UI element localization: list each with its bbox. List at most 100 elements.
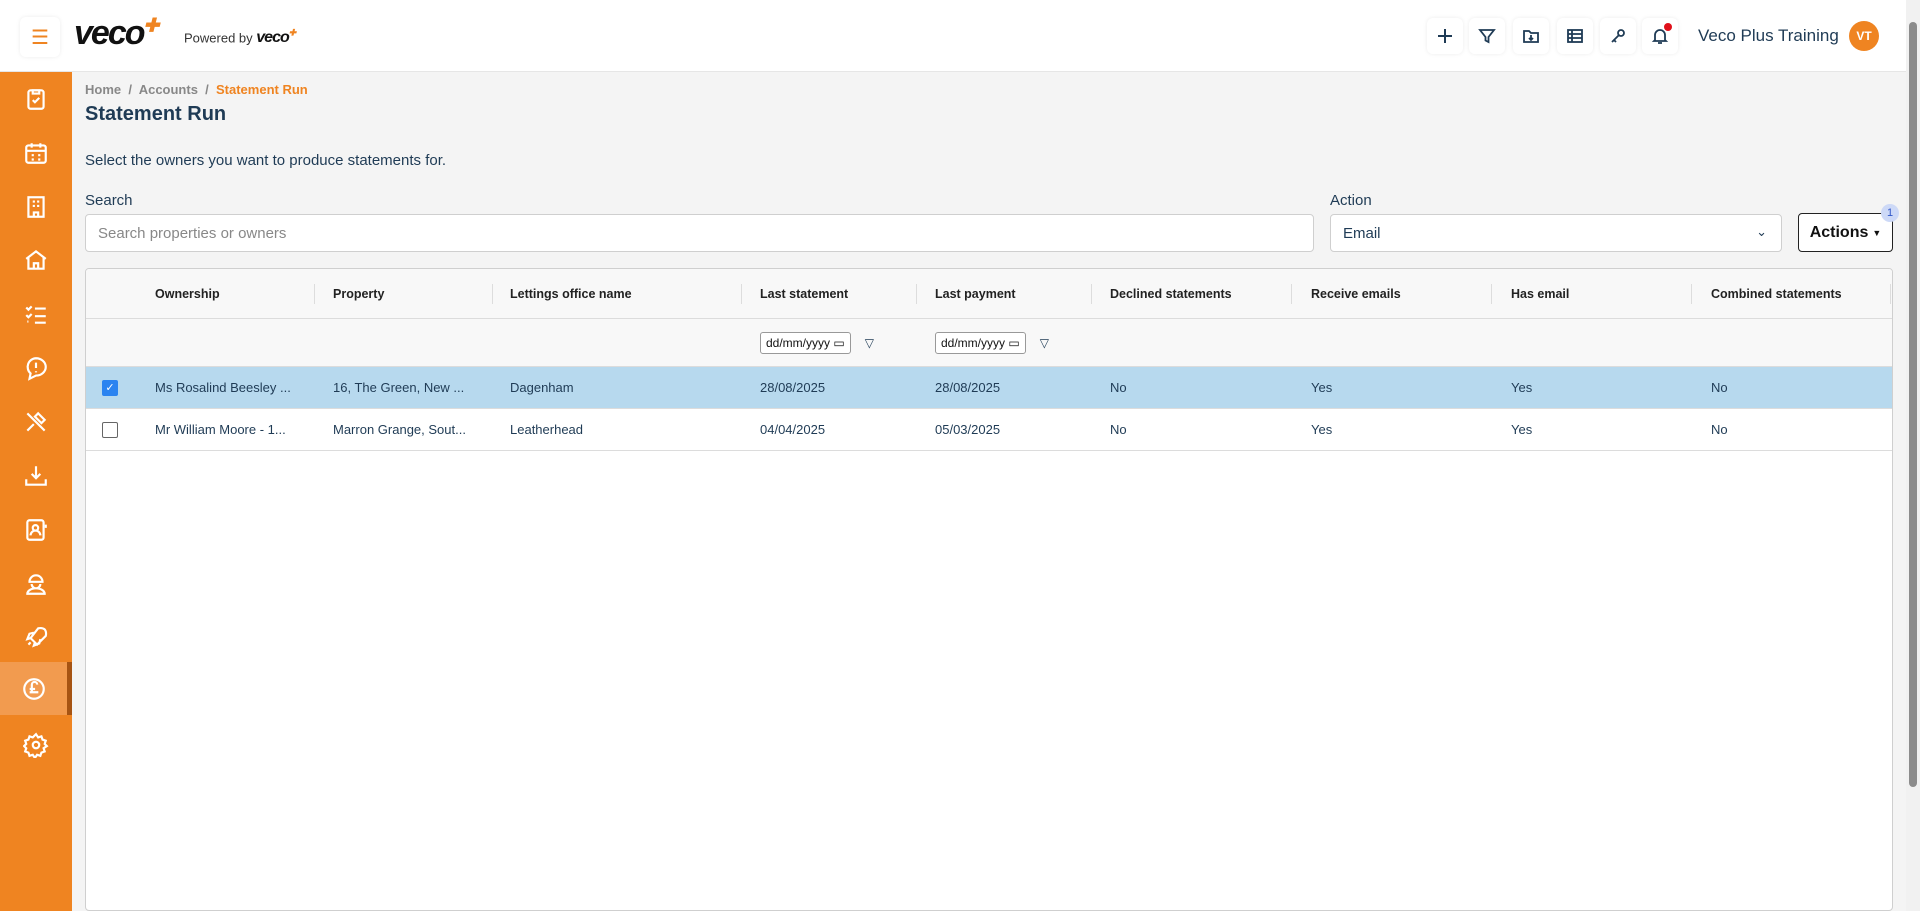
cell-lettings-office: Dagenham (510, 380, 574, 395)
row-checkbox-cell: ✓ (102, 367, 118, 408)
cell-receive-emails: Yes (1311, 380, 1333, 395)
col-property[interactable]: Property (333, 286, 385, 301)
page-scrollbar[interactable] (1906, 0, 1920, 911)
powered-by-label: Powered by (184, 30, 253, 46)
checklist-icon (25, 305, 46, 324)
top-header: ☰ veco✚ Powered by veco✚ Veco Plus Train… (0, 0, 1906, 72)
search-input[interactable]: Search properties or owners (85, 214, 1314, 252)
search-label: Search (85, 192, 133, 209)
calendar-icon: ▭ (833, 335, 845, 350)
cell-lettings-office: Leatherhead (510, 422, 584, 437)
cell-last-statement: 28/08/2025 (760, 380, 826, 395)
sidebar-item-maintenance[interactable] (0, 395, 72, 448)
filter-button[interactable] (1469, 18, 1505, 54)
date-placeholder: dd/mm/yyyy (766, 335, 831, 350)
add-button[interactable] (1427, 18, 1463, 54)
menu-toggle-button[interactable]: ☰ (20, 17, 60, 57)
key-button[interactable] (1600, 18, 1636, 54)
col-declined[interactable]: Declined statements (1110, 286, 1232, 301)
cell-has-email: Yes (1511, 380, 1533, 395)
rocket-icon (25, 626, 48, 648)
table-row[interactable]: Mr William Moore - 1... Marron Grange, So… (86, 409, 1892, 451)
col-lettings-office[interactable]: Lettings office name (510, 286, 632, 301)
col-combined[interactable]: Combined statements (1711, 286, 1842, 301)
filter-icon (1478, 29, 1496, 44)
cell-combined: No (1711, 380, 1728, 395)
row-checkbox[interactable]: ✓ (102, 379, 118, 396)
folder-download-icon (1523, 30, 1539, 43)
page-title: Statement Run (85, 103, 227, 125)
sidebar-item-properties[interactable] (0, 180, 72, 233)
actions-button[interactable]: Actions ▼ (1798, 213, 1893, 252)
download-icon (25, 465, 47, 486)
owners-table: Ownership Property Lettings office name … (85, 268, 1893, 911)
user-name[interactable]: Veco Plus Training (1698, 26, 1839, 45)
calendar-icon (25, 142, 47, 164)
cell-declined: No (1110, 422, 1127, 437)
contacts-icon (26, 518, 47, 541)
notifications-button[interactable] (1642, 18, 1678, 54)
col-receive-emails[interactable]: Receive emails (1311, 286, 1401, 301)
scrollbar-thumb[interactable] (1909, 22, 1917, 787)
filter-icon[interactable]: ▽ (864, 335, 874, 350)
filter-row: dd/mm/yyyy ▭ ▽ dd/mm/yyyy ▭ ▽ (86, 319, 1892, 367)
caret-down-icon: ▼ (1872, 227, 1882, 238)
veco-logo[interactable]: veco✚ (74, 14, 159, 52)
sidebar-item-messages[interactable] (0, 341, 72, 394)
date-placeholder: dd/mm/yyyy (941, 335, 1006, 350)
cell-ownership: Mr William Moore - 1... (155, 422, 286, 437)
cell-last-payment: 05/03/2025 (935, 422, 1001, 437)
last-statement-date-filter[interactable]: dd/mm/yyyy ▭ (760, 331, 851, 354)
sidebar-item-contacts[interactable] (0, 503, 72, 556)
sidebar-item-checklist[interactable] (0, 287, 72, 340)
key-icon (1611, 29, 1625, 43)
logo-text: veco (74, 14, 145, 52)
cell-combined: No (1711, 422, 1728, 437)
action-label: Action (1330, 192, 1372, 209)
building-icon (27, 195, 45, 218)
import-button[interactable] (1513, 18, 1549, 54)
sidebar-item-accounts[interactable] (0, 662, 72, 715)
table-button[interactable] (1557, 18, 1593, 54)
powered-by: Powered by veco✚ (184, 28, 296, 47)
breadcrumb: Home / Accounts / Statement Run (85, 82, 308, 97)
cell-property: 16, The Green, New ... (333, 380, 465, 395)
row-checkbox[interactable] (102, 421, 118, 438)
tools-icon (26, 411, 47, 431)
cell-receive-emails: Yes (1311, 422, 1333, 437)
cell-ownership: Ms Rosalind Beesley ... (155, 380, 291, 395)
plus-icon (1438, 29, 1452, 43)
sidebar-item-settings[interactable] (0, 718, 72, 771)
sidebar-item-downloads[interactable] (0, 449, 72, 502)
cell-has-email: Yes (1511, 422, 1533, 437)
breadcrumb-current: Statement Run (216, 82, 308, 97)
last-payment-date-filter[interactable]: dd/mm/yyyy ▭ (935, 331, 1026, 354)
sidebar-item-tasks[interactable] (0, 72, 72, 125)
col-last-payment[interactable]: Last payment (935, 286, 1016, 301)
col-has-email[interactable]: Has email (1511, 286, 1570, 301)
cell-declined: No (1110, 380, 1127, 395)
table-header: Ownership Property Lettings office name … (86, 269, 1892, 319)
selected-count-badge: 1 (1881, 204, 1899, 222)
breadcrumb-home[interactable]: Home (85, 82, 122, 97)
chevron-down-icon: ⌄ (1756, 224, 1767, 239)
row-checkbox-cell (102, 409, 118, 450)
filter-icon[interactable]: ▽ (1039, 335, 1049, 350)
breadcrumb-accounts[interactable]: Accounts (138, 82, 198, 97)
sidebar-item-home[interactable] (0, 233, 72, 286)
worker-icon (26, 573, 46, 595)
bell-icon (1651, 29, 1669, 44)
sidebar-item-contractors[interactable] (0, 557, 72, 610)
sidebar (0, 72, 72, 911)
sidebar-item-launch[interactable] (0, 610, 72, 663)
action-selected: Email (1343, 225, 1381, 242)
action-select[interactable]: Email ⌄ (1330, 214, 1782, 252)
col-last-statement[interactable]: Last statement (760, 286, 849, 301)
avatar[interactable]: VT (1849, 21, 1879, 51)
sidebar-item-calendar[interactable] (0, 126, 72, 179)
cell-last-payment: 28/08/2025 (935, 380, 1001, 395)
table-row[interactable]: ✓ Ms Rosalind Beesley ... 16, The Green, N… (86, 367, 1892, 409)
table-icon (1567, 29, 1583, 43)
col-ownership[interactable]: Ownership (155, 286, 220, 301)
pound-icon (22, 677, 45, 700)
